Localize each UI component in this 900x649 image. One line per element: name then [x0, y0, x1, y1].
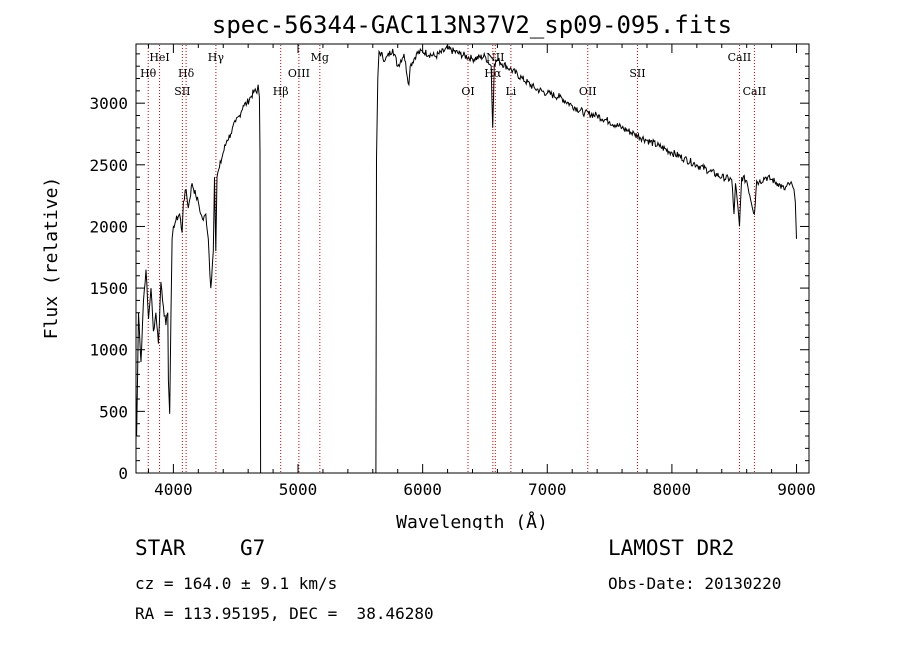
- line-marker-label: Mg: [311, 51, 329, 64]
- y-tick-label: 500: [99, 402, 128, 421]
- axis-ticks: 4000 5000 6000 7000 8000 9000 0 500 1000 1500 2000…: [89, 44, 816, 499]
- coordinates: RA = 113.95195, DEC = 38.46280: [135, 604, 434, 623]
- line-marker-label: SII: [174, 85, 190, 98]
- y-tick-label: 3000: [89, 94, 128, 113]
- y-tick-label: 0: [118, 464, 128, 483]
- x-tick-label: 9000: [777, 480, 816, 499]
- x-tick-label: 7000: [528, 480, 567, 499]
- line-marker-label: Hδ: [178, 67, 195, 80]
- line-marker-label: Hθ: [140, 67, 157, 80]
- spectrum-line: [135, 45, 797, 474]
- x-tick-label: 8000: [653, 480, 692, 499]
- redshift-velocity: cz = 164.0 ± 9.1 km/s: [135, 574, 338, 593]
- line-marker-label: OI: [461, 85, 474, 98]
- survey-name: LAMOST DR2: [608, 536, 735, 560]
- y-tick-label: 2000: [89, 217, 128, 236]
- y-axis-label: Flux (relative): [41, 177, 62, 340]
- line-marker-label: OII: [579, 85, 597, 98]
- x-tick-label: 6000: [403, 480, 442, 499]
- line-marker-label: Hβ: [273, 85, 289, 98]
- line-marker-label: CaII: [728, 51, 752, 64]
- line-marker-label: NII: [486, 51, 504, 64]
- line-marker-label: Li: [505, 85, 516, 98]
- x-tick-label: 5000: [279, 480, 318, 499]
- object-class: STAR: [135, 536, 186, 560]
- y-tick-label: 1500: [89, 279, 128, 298]
- x-axis-label: Wavelength (Å): [396, 511, 548, 530]
- line-marker-label: CaII: [743, 85, 767, 98]
- line-marker-label: HeI: [149, 51, 169, 64]
- line-marker-label: Hα: [484, 67, 502, 80]
- object-subclass: G7: [240, 536, 266, 560]
- plot-frame: [135, 43, 810, 474]
- line-marker-label: SII: [629, 67, 645, 80]
- spectrum-chart: spec-56344-GAC113N37V2_sp09-095.fits HθH…: [41, 11, 816, 530]
- y-tick-label: 1000: [89, 341, 128, 360]
- x-tick-label: 4000: [154, 480, 193, 499]
- line-marker-label: Hγ: [208, 51, 225, 64]
- y-tick-label: 2500: [89, 156, 128, 175]
- chart-title: spec-56344-GAC113N37V2_sp09-095.fits: [212, 11, 732, 39]
- line-marker-label: OIII: [288, 67, 310, 80]
- observation-date: Obs-Date: 20130220: [608, 574, 782, 593]
